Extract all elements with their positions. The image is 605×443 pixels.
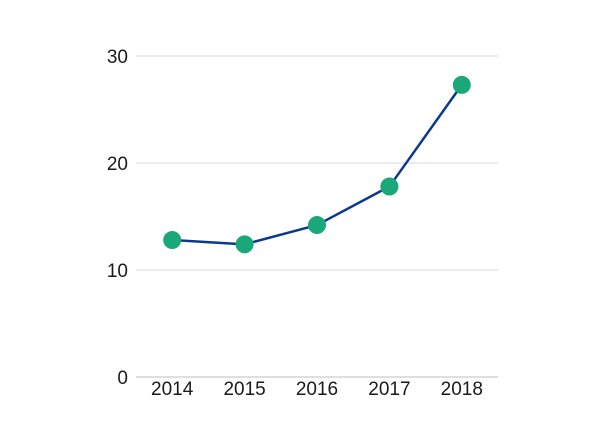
y-tick-label: 20 [107, 154, 128, 175]
series-markers [163, 75, 471, 254]
x-tick-label: 2017 [368, 379, 410, 400]
x-axis-tick-labels: 2014 2015 2016 2017 2018 [151, 379, 483, 400]
grid-lines [136, 55, 498, 378]
data-point-2016 [308, 216, 326, 235]
y-tick-label: 10 [107, 261, 128, 282]
data-point-2015 [235, 235, 254, 254]
x-tick-label: 2014 [151, 379, 194, 400]
data-point-2017 [380, 177, 399, 196]
x-tick-label: 2018 [441, 379, 483, 400]
y-tick-label: 30 [107, 47, 128, 68]
data-point-2018 [452, 75, 471, 94]
x-tick-label: 2015 [223, 379, 265, 400]
data-point-2014 [163, 231, 182, 250]
x-tick-label: 2016 [296, 379, 338, 400]
y-tick-label: 0 [117, 368, 128, 389]
y-axis-tick-labels: 0 10 20 30 [107, 47, 128, 389]
